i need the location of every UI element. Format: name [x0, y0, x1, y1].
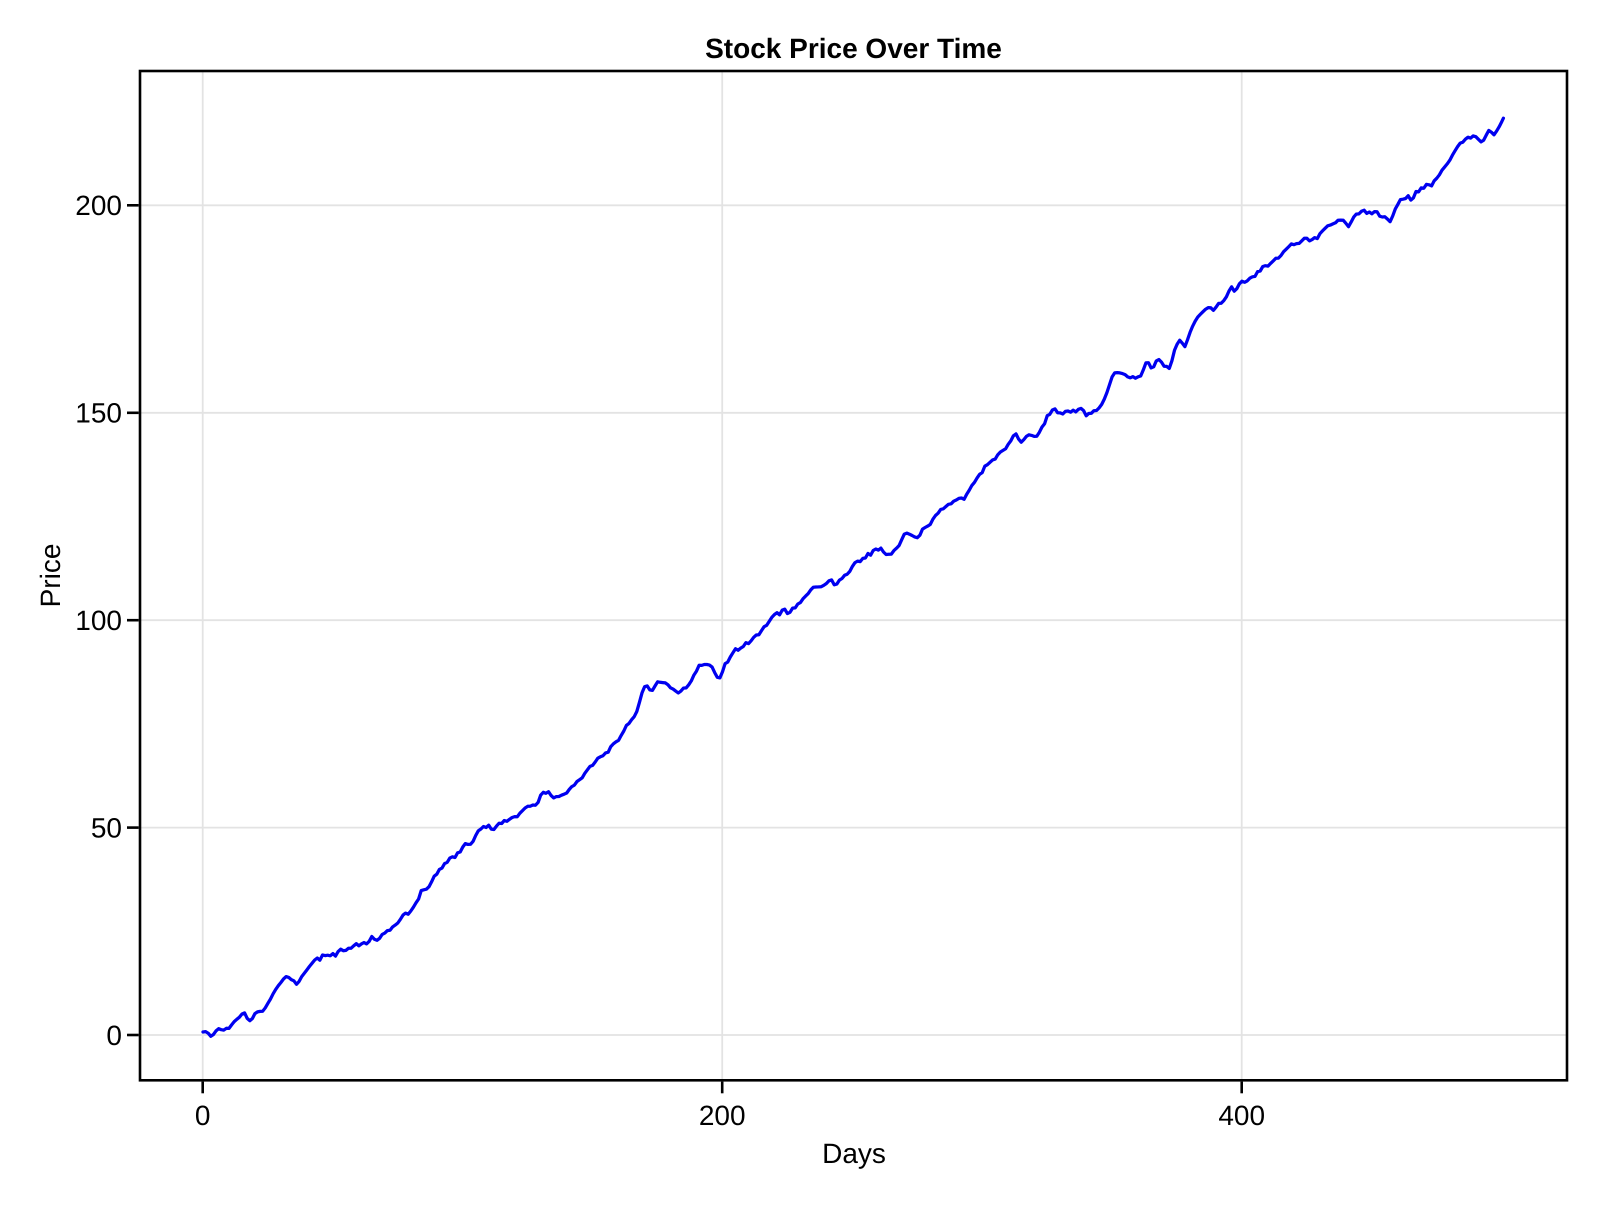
svg-text:400: 400 [1218, 1100, 1265, 1131]
svg-text:0: 0 [106, 1020, 122, 1051]
svg-text:200: 200 [699, 1100, 746, 1131]
svg-text:Days: Days [822, 1138, 886, 1169]
svg-text:50: 50 [91, 813, 122, 844]
svg-text:0: 0 [195, 1100, 211, 1131]
svg-text:200: 200 [75, 190, 122, 221]
svg-text:Price: Price [35, 544, 66, 608]
svg-text:150: 150 [75, 398, 122, 429]
svg-text:100: 100 [75, 605, 122, 636]
svg-text:Stock Price Over Time: Stock Price Over Time [705, 33, 1002, 64]
